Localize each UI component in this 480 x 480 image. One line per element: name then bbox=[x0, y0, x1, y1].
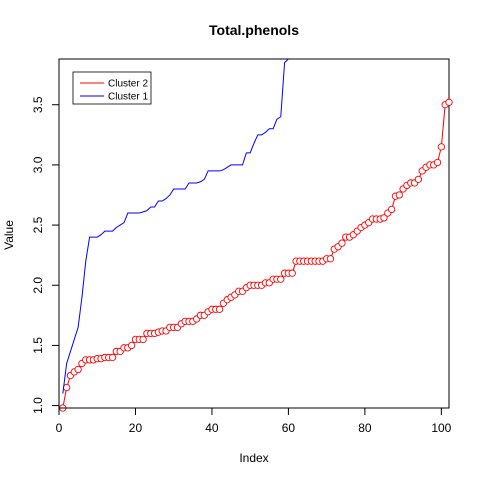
x-tick-label-0: 0 bbox=[56, 421, 63, 435]
legend: Cluster 2 Cluster 1 bbox=[72, 71, 152, 105]
data-point-cluster-2-19 bbox=[127, 341, 136, 350]
data-point-cluster-2-2 bbox=[63, 383, 71, 392]
data-point-cluster-2-58 bbox=[277, 275, 285, 283]
data-point-cluster-2-85 bbox=[380, 214, 388, 222]
x-tick-label-60: 60 bbox=[282, 421, 296, 435]
y-axis-label: Value bbox=[2, 220, 16, 250]
legend-label-cluster-2: Cluster 2 bbox=[108, 79, 148, 90]
data-point-cluster-2-89 bbox=[395, 191, 403, 199]
data-point-cluster-2-94 bbox=[414, 175, 423, 183]
legend-label-cluster-1: Cluster 1 bbox=[108, 92, 148, 103]
y-tick-label-3-5: 3.5 bbox=[31, 96, 45, 113]
y-tick-label-3: 3.0 bbox=[31, 156, 45, 173]
data-point-cluster-2-71 bbox=[326, 255, 335, 263]
x-tick-label-20: 20 bbox=[129, 421, 143, 435]
data-point-cluster-2-102 bbox=[445, 98, 453, 106]
y-tick-label-1: 1.0 bbox=[31, 397, 45, 414]
data-point-cluster-2-74 bbox=[338, 239, 346, 247]
data-point-cluster-2-100 bbox=[437, 143, 445, 151]
data-point-cluster-2-22 bbox=[139, 335, 147, 344]
y-tick-label-2-5: 2.5 bbox=[31, 216, 45, 233]
x-tick-label-80: 80 bbox=[358, 421, 372, 435]
data-point-cluster-2-61 bbox=[288, 269, 296, 277]
x-axis-label: Index bbox=[239, 451, 268, 465]
data-point-cluster-2-42 bbox=[215, 305, 224, 313]
series-line-cluster-1 bbox=[62, 58, 289, 394]
series-layer bbox=[59, 58, 453, 412]
legend-box bbox=[72, 71, 152, 105]
data-point-cluster-2-14 bbox=[108, 353, 117, 362]
data-point-cluster-2-87 bbox=[387, 205, 396, 214]
chart-title: Total.phenols bbox=[209, 22, 299, 38]
x-tick-label-40: 40 bbox=[205, 421, 219, 435]
axes-layer: 0 20 40 60 80 100 1.0 1.5 2.0 2.5 3.0 3.5 bbox=[31, 96, 452, 435]
data-point-cluster-2-99 bbox=[433, 158, 442, 167]
y-tick-label-1-5: 1.5 bbox=[31, 337, 45, 354]
x-tick-label-100: 100 bbox=[431, 421, 451, 435]
y-tick-label-2: 2.0 bbox=[31, 277, 45, 294]
data-point-cluster-2-5 bbox=[74, 365, 82, 374]
